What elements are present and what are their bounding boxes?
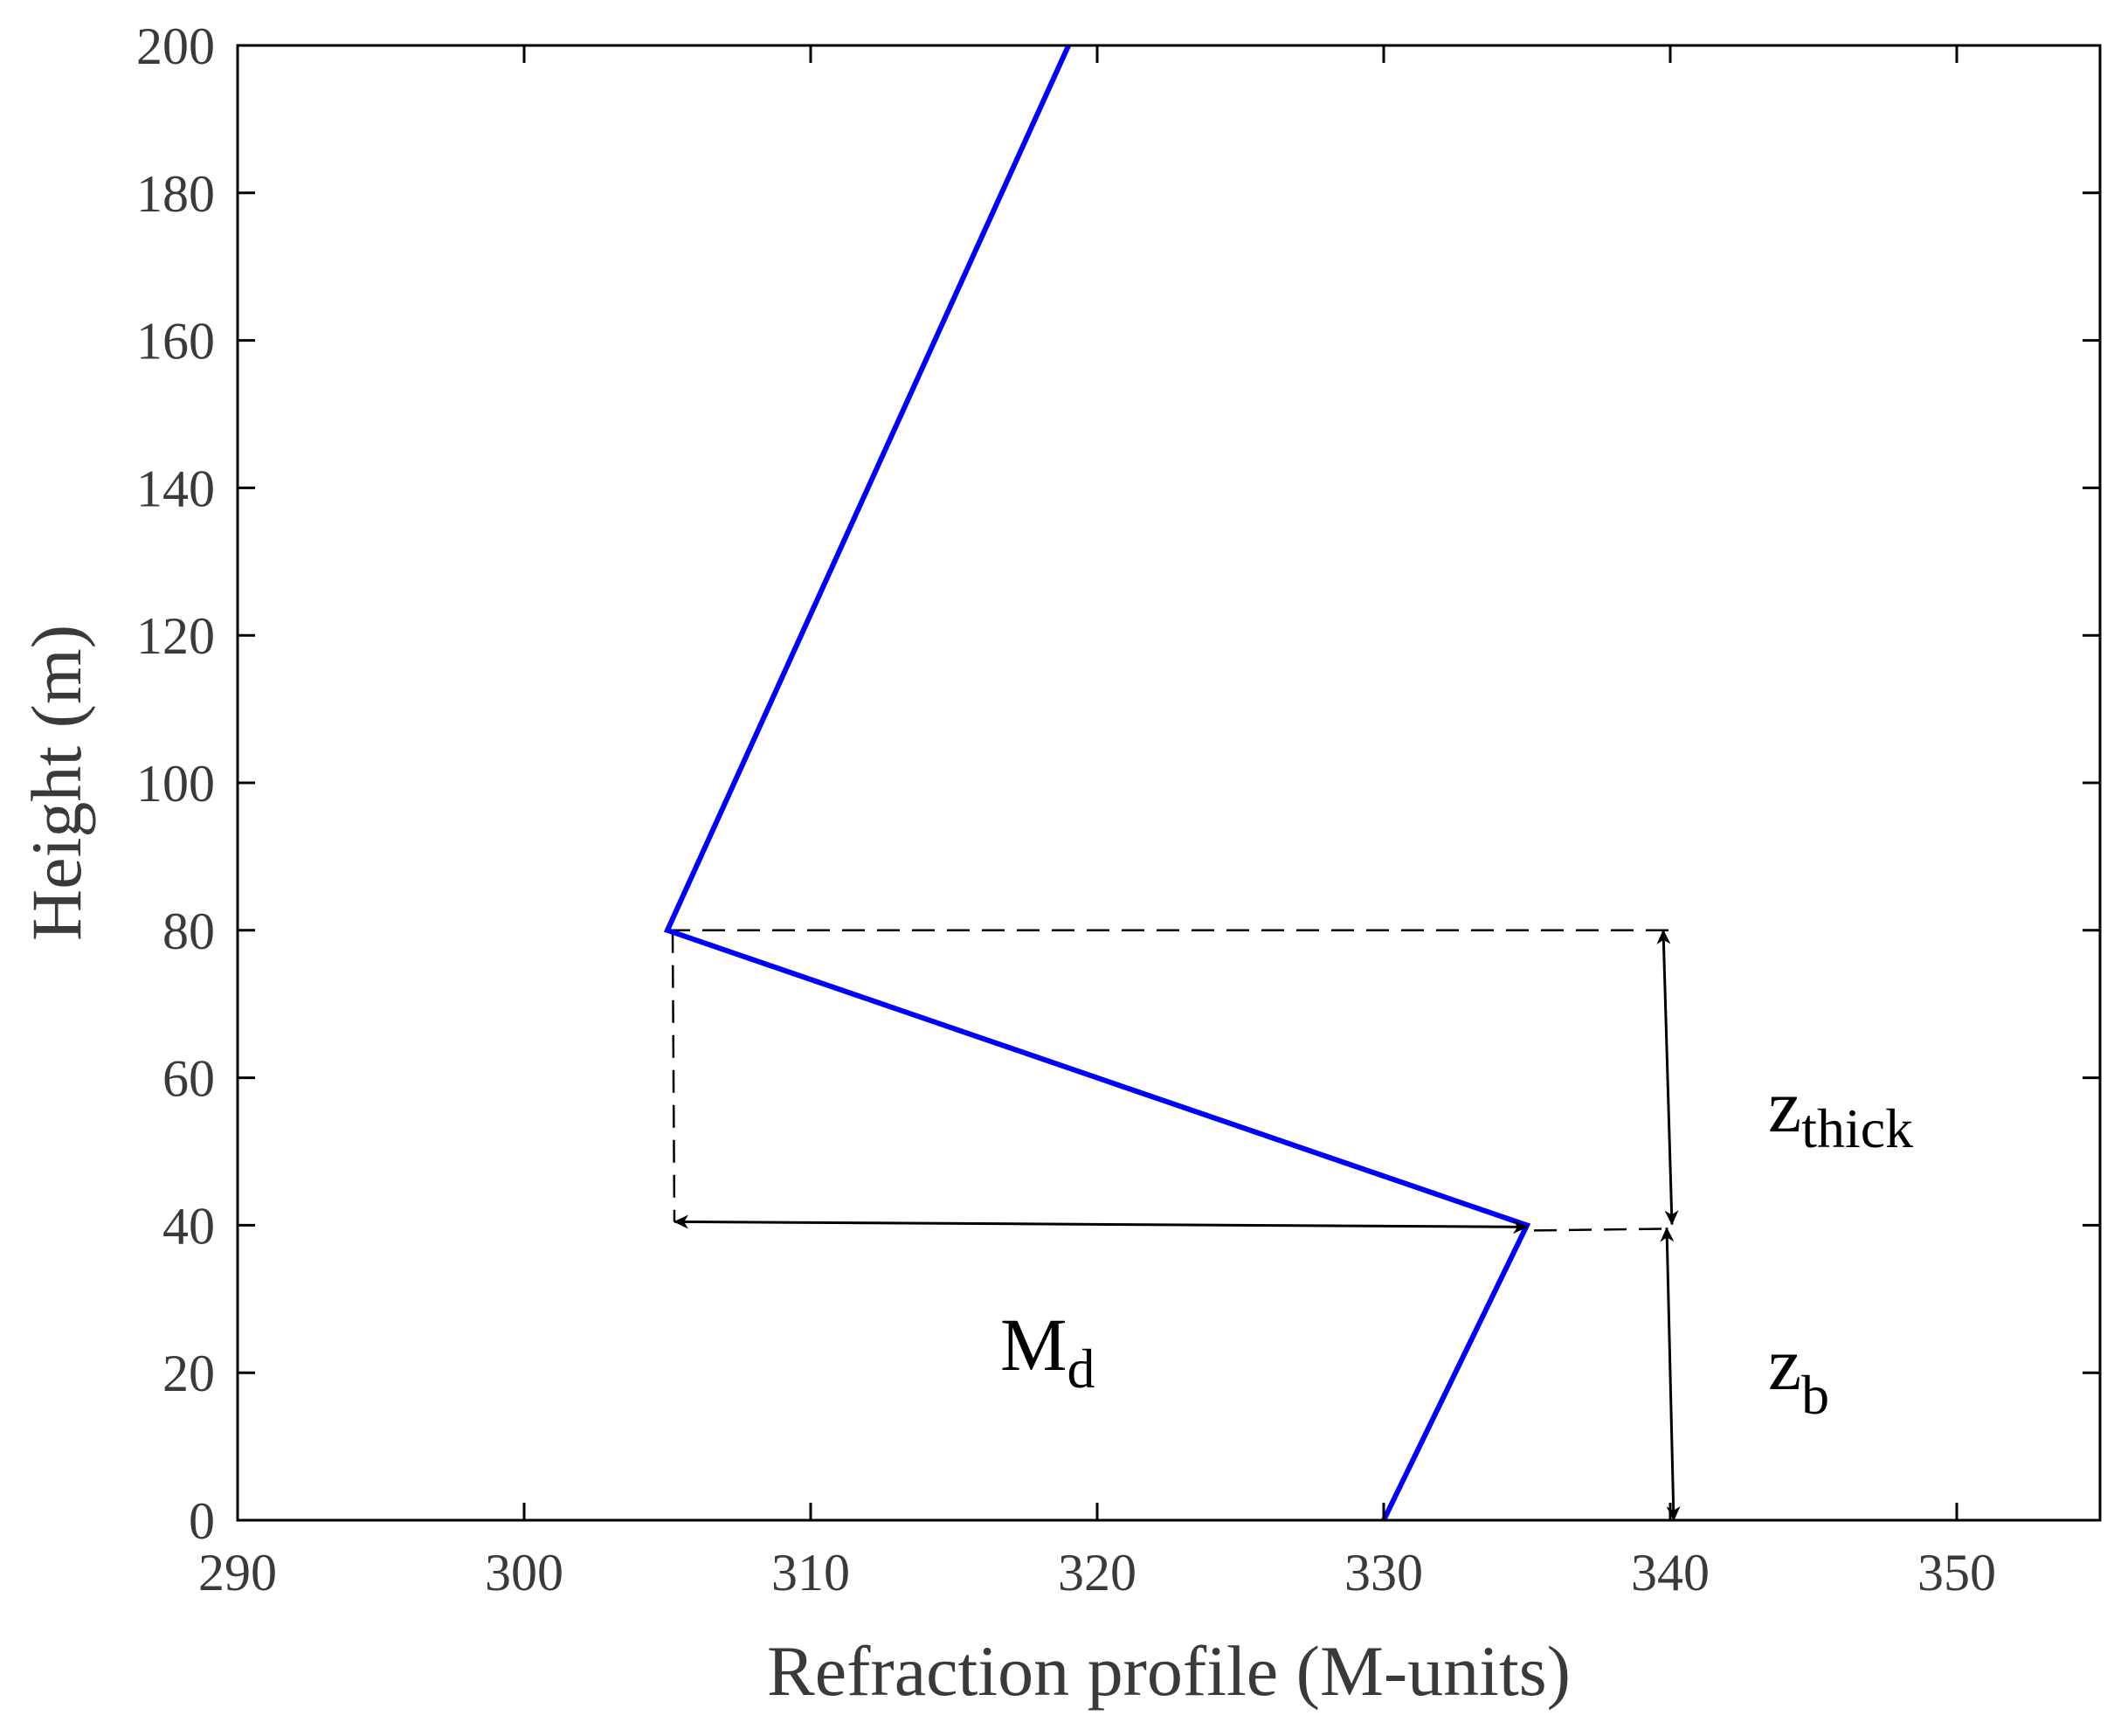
x-axis-label: Refraction profile (M-units) bbox=[767, 1631, 1571, 1711]
x-tick-label: 330 bbox=[1344, 1544, 1423, 1601]
series-layer bbox=[663, 44, 1531, 1522]
md-sub: d bbox=[1067, 1338, 1095, 1400]
series-line bbox=[663, 44, 1531, 1522]
lower-guide-line bbox=[1533, 1228, 1671, 1232]
y-tick-label: 40 bbox=[162, 1197, 215, 1255]
y-tick-label: 120 bbox=[136, 607, 215, 665]
zthick-arrow bbox=[1656, 929, 1679, 1226]
zb-annotation: zb bbox=[1768, 1322, 1829, 1426]
x-tick-label: 340 bbox=[1631, 1544, 1710, 1601]
y-tick-label: 60 bbox=[162, 1050, 215, 1108]
zb-arrow bbox=[1660, 1227, 1681, 1521]
axis-ticks bbox=[236, 44, 2100, 1522]
zthick-main: z bbox=[1768, 1064, 1801, 1148]
x-tick-label: 290 bbox=[198, 1544, 277, 1601]
zb-sub: b bbox=[1801, 1364, 1829, 1426]
zb-main: z bbox=[1768, 1322, 1801, 1406]
md-annotation: Md bbox=[1000, 1303, 1095, 1400]
plot-frame bbox=[236, 44, 2102, 1522]
y-axis-label: Height (m) bbox=[17, 625, 96, 941]
zthick-sub: thick bbox=[1801, 1097, 1913, 1159]
y-tick-label: 100 bbox=[136, 755, 215, 813]
annotation-arrows bbox=[674, 929, 1681, 1521]
md-main: M bbox=[1000, 1303, 1067, 1387]
y-tick-label: 200 bbox=[136, 17, 215, 75]
y-tick-label: 20 bbox=[162, 1345, 215, 1402]
y-tick-label: 180 bbox=[136, 165, 215, 223]
y-tick-label: 0 bbox=[189, 1492, 215, 1550]
x-tick-label: 300 bbox=[485, 1544, 563, 1601]
x-tick-label: 320 bbox=[1058, 1544, 1136, 1601]
zthick-annotation: zthick bbox=[1768, 1064, 1913, 1159]
y-tick-label: 80 bbox=[162, 903, 215, 960]
vertical-guide-line bbox=[671, 930, 676, 1222]
guide-lines bbox=[667, 929, 1671, 1232]
axis-tick-labels: 290 300 310 320 330 340 350 0 20 40 60 80 100 120 140 1… bbox=[136, 17, 1996, 1601]
x-tick-label: 310 bbox=[771, 1544, 850, 1601]
x-tick-label: 350 bbox=[1917, 1544, 1996, 1601]
md-arrow bbox=[674, 1214, 1528, 1235]
y-tick-label: 160 bbox=[136, 313, 215, 370]
y-tick-label: 140 bbox=[136, 460, 215, 517]
